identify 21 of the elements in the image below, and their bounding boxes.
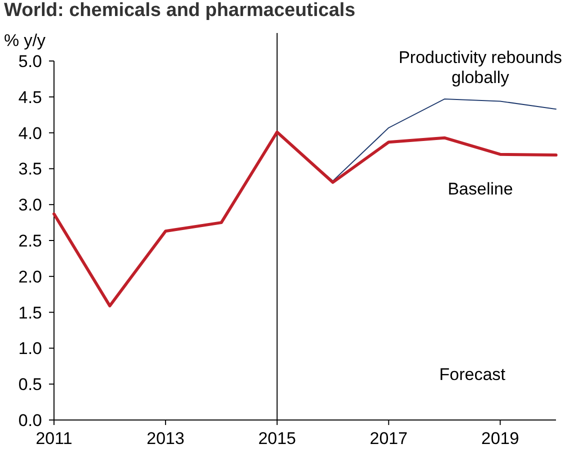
y-tick-label: 0.5	[18, 375, 42, 394]
y-tick-label: 4.0	[18, 124, 42, 143]
y-tick-label: 3.5	[18, 160, 42, 179]
y-tick-label: 2.0	[18, 267, 42, 286]
y-tick-label: 1.5	[18, 303, 42, 322]
x-tick-label: 2011	[36, 429, 72, 448]
series-label: Baseline	[448, 179, 513, 198]
y-tick-label: 0.0	[18, 410, 42, 430]
series-label: Productivity rebounds globally	[398, 48, 562, 88]
y-tick-label: 2.5	[18, 231, 42, 250]
y-tick-label: 4.5	[18, 88, 42, 107]
x-tick-label: 2013	[146, 429, 184, 448]
chart-title: World: chemicals and pharmaceuticals	[4, 0, 356, 21]
y-axis-title: % y/y	[4, 31, 46, 50]
y-tick-label: 5.0	[18, 52, 42, 71]
y-tick-label: 3.0	[18, 196, 42, 215]
annotation: Forecast	[439, 365, 506, 384]
y-tick-label: 1.0	[18, 339, 42, 358]
x-tick-label: 2017	[370, 429, 408, 448]
x-tick-label: 2019	[481, 429, 520, 448]
x-tick-label: 2015	[258, 429, 296, 448]
